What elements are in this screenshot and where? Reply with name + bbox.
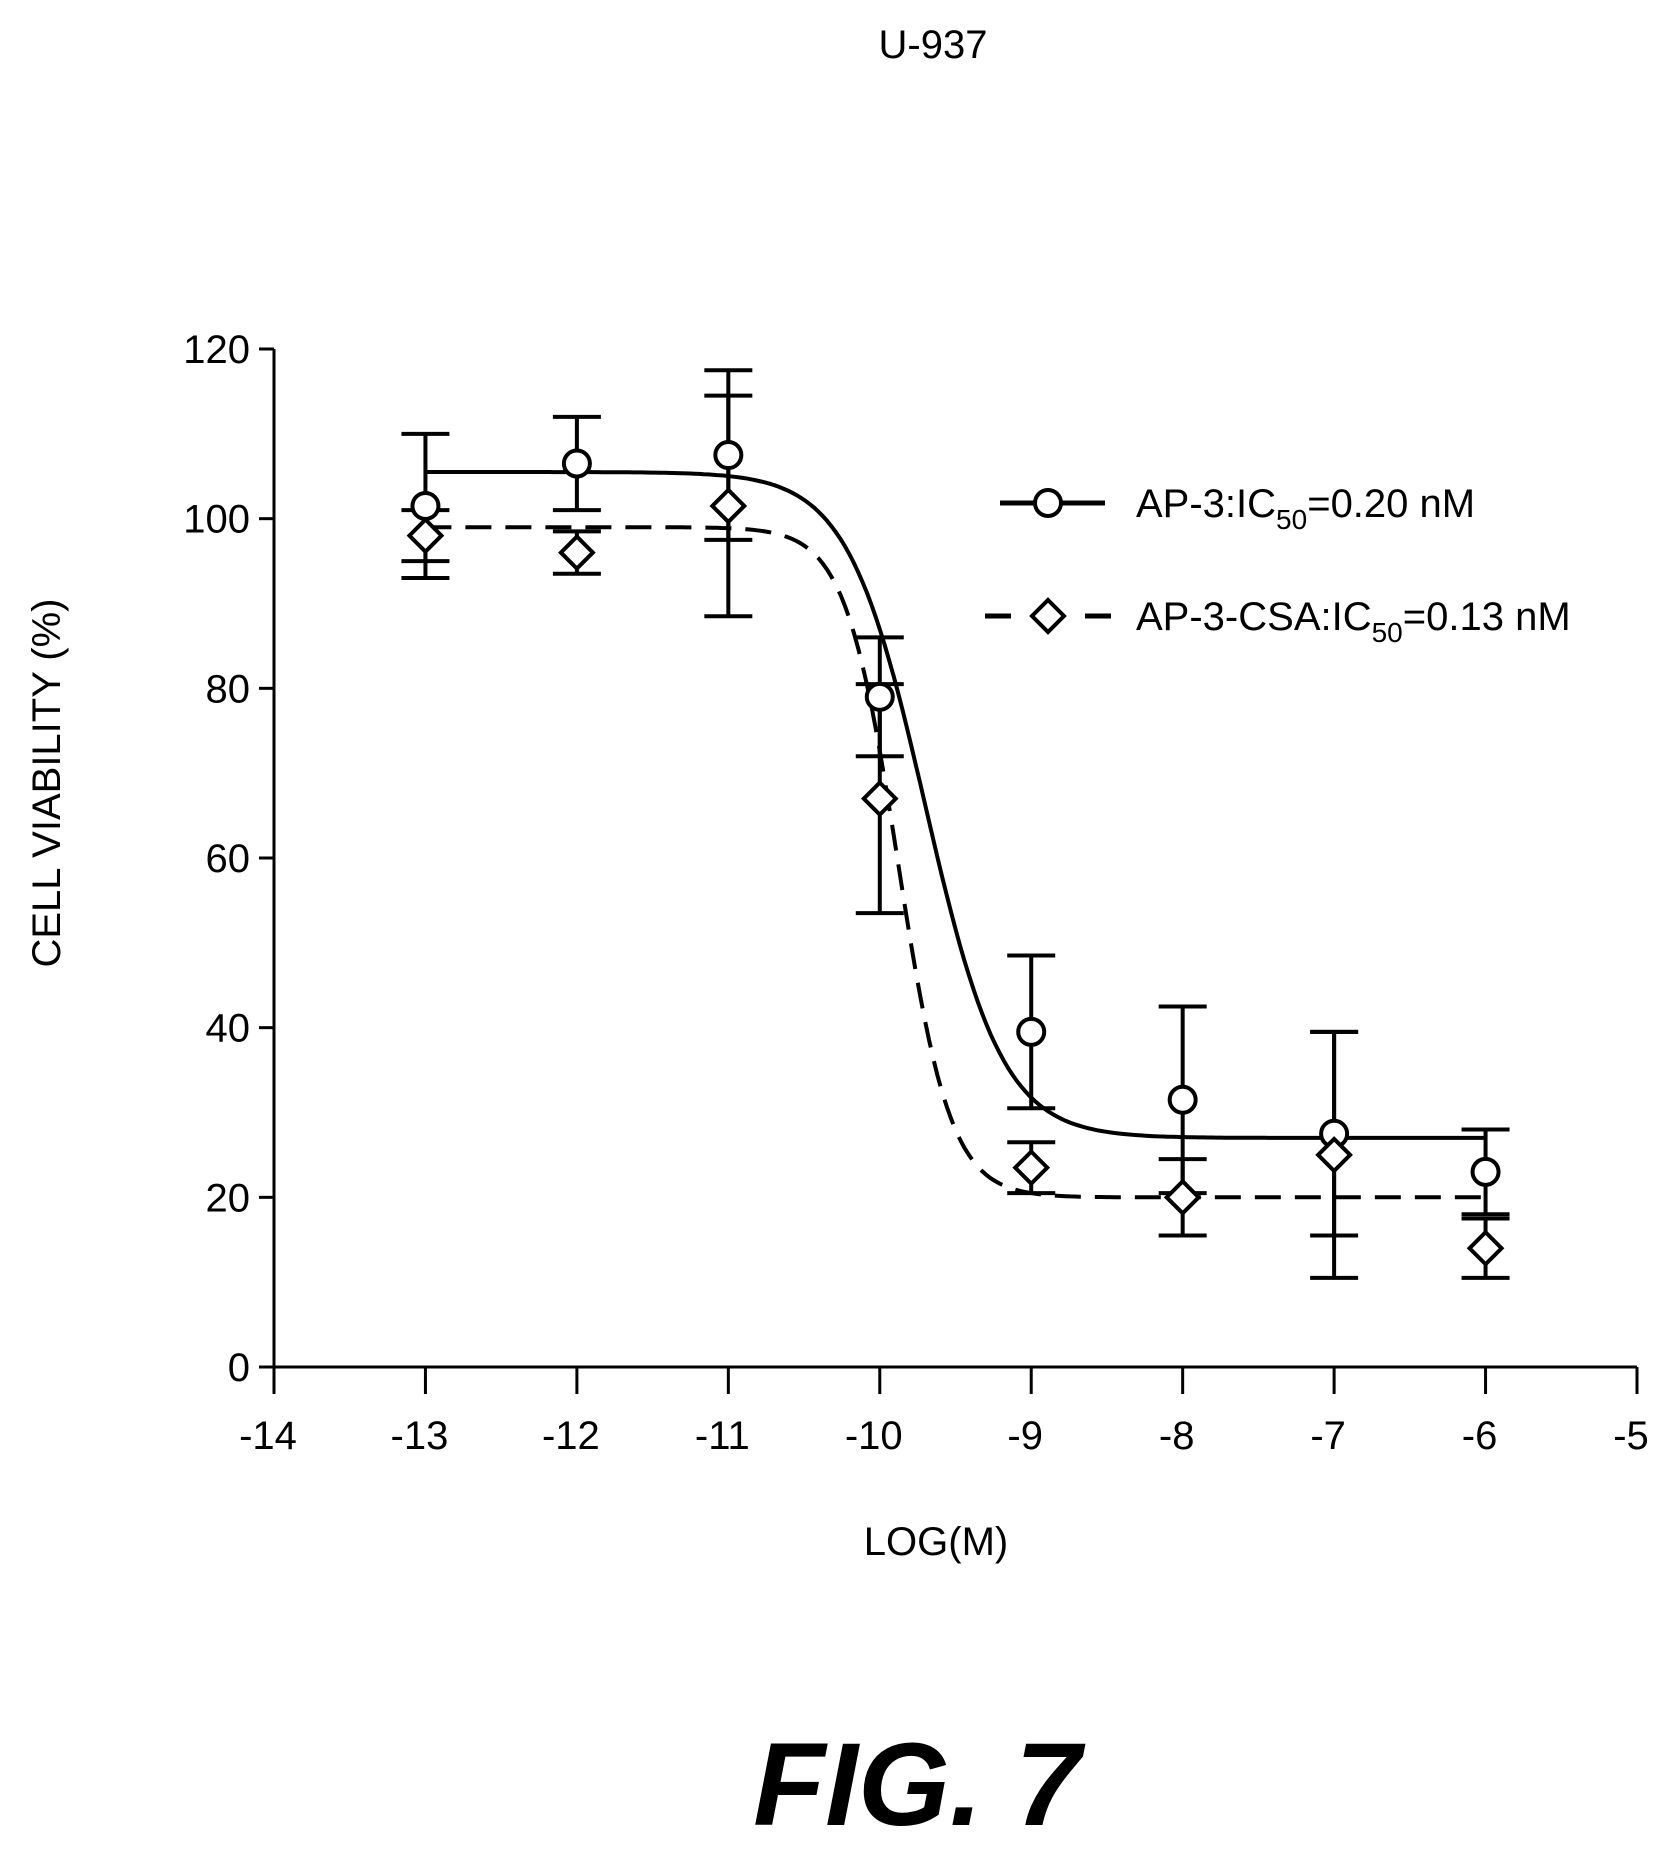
y-tick-label: 60: [206, 837, 251, 881]
y-axis-label: CELL VIABILITY (%): [25, 598, 69, 967]
y-tick-label: 20: [206, 1176, 251, 1220]
x-tick-label: -5: [1613, 1414, 1649, 1458]
legend-label: AP-3:IC50=0.20 nM: [1136, 482, 1475, 535]
x-tick-label: -6: [1462, 1414, 1498, 1458]
y-tick-label: 120: [183, 328, 250, 372]
circle-marker: [561, 448, 592, 479]
circle-marker: [713, 440, 744, 471]
x-tick-label: -13: [391, 1414, 449, 1458]
fit-curve-1: [425, 470, 1486, 1140]
data-markers: [406, 440, 1505, 1268]
y-tick-label: 80: [206, 667, 251, 711]
circle-marker: [1470, 1156, 1501, 1187]
chart-title: U-937: [879, 23, 988, 67]
y-tick-label: 0: [228, 1346, 250, 1390]
legend-label: AP-3-CSA:IC50=0.13 nM: [1136, 595, 1571, 648]
fit-curves: [425, 470, 1486, 1200]
x-tick-label: -14: [239, 1414, 297, 1458]
axes: 0 20 40 60 80 100 120 -14 -13 -12 -11 -10 -9 -8 -7 -6 -5: [183, 328, 1649, 1458]
diamond-marker: [558, 533, 596, 572]
circle-marker: [864, 681, 895, 712]
circle-marker: [1167, 1084, 1198, 1115]
diamond-marker: [709, 487, 748, 525]
diamond-marker: [1315, 1136, 1353, 1174]
diamond-marker: [1466, 1229, 1505, 1268]
legend-item-1: AP-3:IC50=0.20 nM: [1000, 482, 1475, 535]
legend: AP-3:IC50=0.20 nM AP-3-CSA:IC50=0.13 nM: [985, 482, 1571, 648]
fit-curve-2: [425, 525, 1486, 1200]
diamond-marker: [1012, 1148, 1051, 1187]
diamond-marker: [860, 779, 899, 818]
x-tick-label: -9: [1007, 1414, 1043, 1458]
circle-marker: [410, 490, 441, 521]
y-tick-label: 40: [206, 1007, 251, 1051]
legend-diamond-marker: [1029, 597, 1067, 635]
x-axis-label: LOG(M): [864, 1520, 1008, 1564]
figure-caption: FIG. 7: [753, 1719, 1086, 1851]
x-tick-label: -11: [695, 1414, 750, 1458]
legend-item-2: AP-3-CSA:IC50=0.13 nM: [985, 595, 1571, 648]
y-tick-label: 100: [183, 498, 250, 542]
x-tick-label: -8: [1159, 1414, 1195, 1458]
x-tick-label: -10: [845, 1414, 903, 1458]
diamond-marker: [406, 516, 445, 555]
x-tick-label: -12: [542, 1414, 600, 1458]
circle-marker: [1016, 1016, 1047, 1047]
x-tick-label: -7: [1310, 1414, 1346, 1458]
legend-circle-marker: [1033, 488, 1063, 518]
diamond-marker: [1163, 1178, 1202, 1217]
